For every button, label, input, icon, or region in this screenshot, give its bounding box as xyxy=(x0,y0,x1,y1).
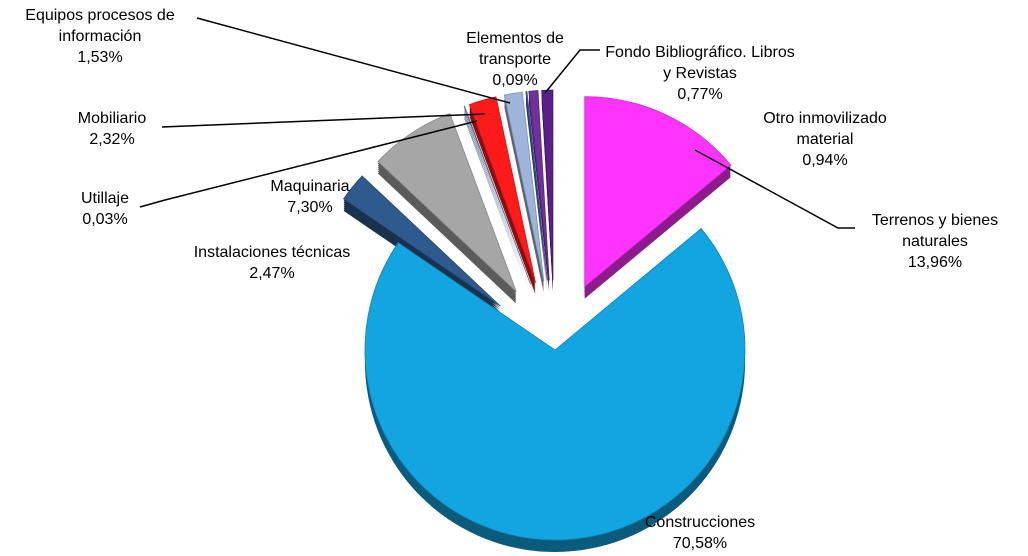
leader-line xyxy=(196,17,511,104)
slice xyxy=(377,113,517,292)
slice-side xyxy=(464,108,531,287)
category-label: Mobiliario xyxy=(77,110,147,127)
slice-label: Fondo Bibliográfico. Libros y Revistas 0,… xyxy=(600,42,800,105)
category-label: Otro inmovilizado material xyxy=(763,110,887,148)
slice xyxy=(528,90,550,281)
slice xyxy=(468,96,536,283)
slice-label: Otro inmovilizado material 0,94% xyxy=(740,108,910,171)
slice-side xyxy=(464,112,531,291)
slice xyxy=(343,175,501,307)
slice-label: Terrenos y bienes naturales 13,96% xyxy=(850,210,1020,273)
value-label: 0,77% xyxy=(677,86,723,103)
leader-line xyxy=(544,49,600,94)
slice-side xyxy=(528,100,550,291)
slice xyxy=(364,227,746,541)
slice-label: Equipos procesos de información 1,53% xyxy=(0,5,200,68)
value-label: 2,32% xyxy=(89,131,135,148)
value-label: 0,94% xyxy=(802,152,848,169)
leader-lines xyxy=(139,17,855,229)
value-label: 70,58% xyxy=(672,535,728,552)
slice-side xyxy=(525,103,548,293)
leader-line xyxy=(139,120,478,208)
slice-side xyxy=(525,101,548,291)
slice xyxy=(503,91,545,281)
category-label: Maquinaria xyxy=(270,178,350,195)
slice-side xyxy=(528,98,550,289)
slice-side xyxy=(464,118,531,297)
slice-side xyxy=(464,110,531,289)
slice-side xyxy=(464,116,531,295)
slice xyxy=(525,91,548,281)
leader-line xyxy=(694,149,855,229)
slice-label: Maquinaria 7,30% xyxy=(245,176,375,218)
category-label: Utillaje xyxy=(80,190,129,207)
slice-label: Elementos de transporte 0,09% xyxy=(450,28,580,91)
slice-side xyxy=(525,97,548,287)
slice-side xyxy=(528,102,550,293)
slice-side xyxy=(525,95,548,285)
category-label: Instalaciones técnicas xyxy=(193,244,351,261)
leader-line xyxy=(161,113,486,128)
category-label: Construcciones xyxy=(644,514,756,531)
slice-side xyxy=(525,99,548,289)
category-label: Fondo Bibliográfico. Libros y Revistas xyxy=(605,44,795,82)
slice-side xyxy=(464,114,531,293)
value-label: 7,30% xyxy=(287,199,333,216)
value-label: 1,53% xyxy=(77,49,123,66)
value-label: 2,47% xyxy=(249,265,295,282)
slice-label: Construcciones 70,58% xyxy=(610,512,790,554)
value-label: 0,03% xyxy=(82,211,128,228)
category-label: Equipos procesos de información xyxy=(25,7,175,45)
value-label: 13,96% xyxy=(907,254,963,271)
slice-label: Utillaje 0,03% xyxy=(55,188,155,230)
value-label: 0,09% xyxy=(492,72,538,89)
slice xyxy=(584,96,732,288)
slice-side xyxy=(528,96,550,287)
category-label: Terrenos y bienes naturales xyxy=(871,212,999,250)
slice xyxy=(463,105,531,285)
slice-label: Mobiliario 2,32% xyxy=(52,108,172,150)
category-label: Elementos de transporte xyxy=(466,30,564,68)
slice-label: Instalaciones técnicas 2,47% xyxy=(157,242,387,284)
